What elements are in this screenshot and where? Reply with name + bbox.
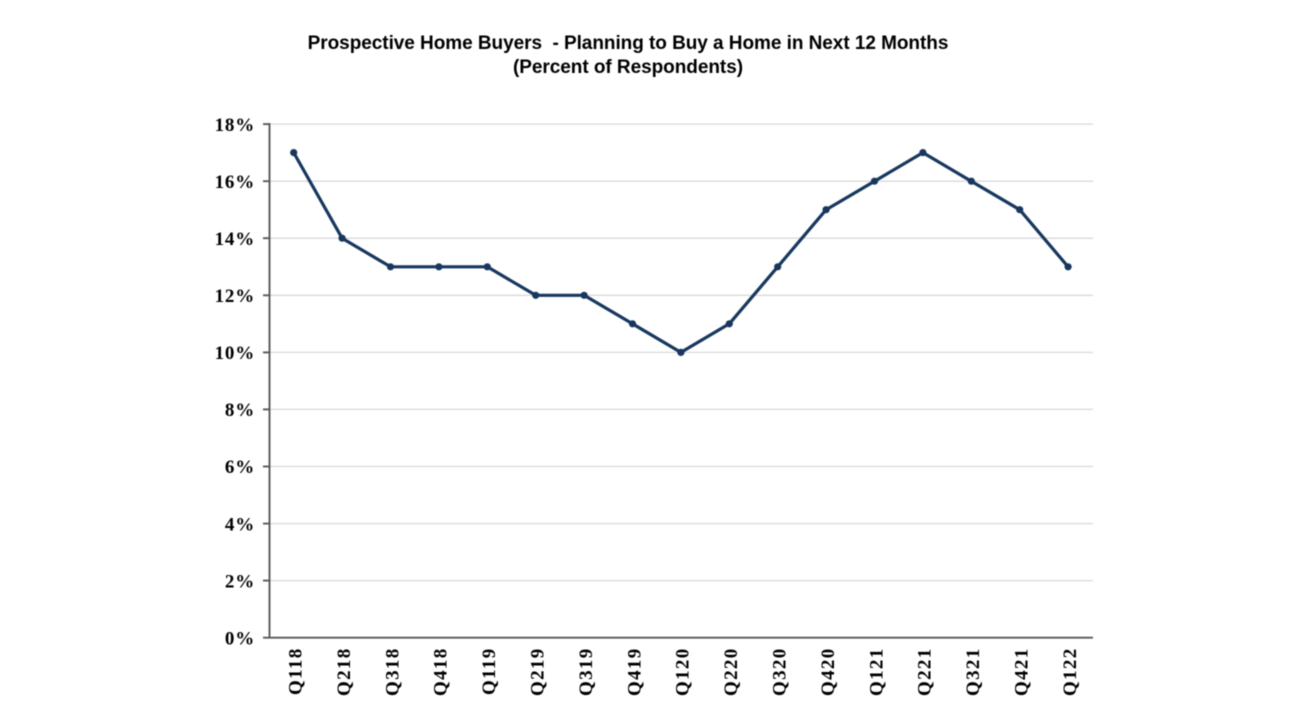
svg-text:Q320: Q320 (770, 648, 791, 696)
svg-text:Q120: Q120 (673, 648, 694, 696)
svg-text:Q419: Q419 (624, 648, 645, 696)
svg-text:16%: 16% (215, 172, 255, 193)
svg-text:Q118: Q118 (286, 648, 307, 695)
svg-text:Q418: Q418 (431, 648, 452, 696)
svg-text:4%: 4% (225, 514, 255, 535)
svg-text:8%: 8% (225, 400, 255, 421)
svg-text:Q420: Q420 (818, 648, 839, 696)
svg-text:Prospective Home Buyers - Pla: Prospective Home Buyers - Planning to Bu… (308, 33, 949, 54)
svg-text:Q122: Q122 (1060, 648, 1081, 696)
svg-text:14%: 14% (215, 229, 255, 250)
svg-text:2%: 2% (225, 571, 255, 592)
svg-text:Q119: Q119 (479, 648, 500, 695)
svg-text:10%: 10% (215, 343, 255, 364)
svg-text:Q221: Q221 (915, 648, 936, 696)
svg-text:6%: 6% (225, 457, 255, 478)
svg-text:Q318: Q318 (382, 648, 403, 696)
svg-text:Q121: Q121 (866, 648, 887, 696)
svg-text:Q219: Q219 (528, 648, 549, 696)
svg-text:Q220: Q220 (721, 648, 742, 696)
svg-text:Q421: Q421 (1012, 648, 1033, 696)
svg-text:Q319: Q319 (576, 648, 597, 696)
svg-text:0%: 0% (225, 628, 255, 649)
svg-text:Q218: Q218 (334, 648, 355, 696)
svg-text:(Percent of Respondents): (Percent of Respondents) (513, 57, 743, 78)
svg-text:18%: 18% (215, 115, 255, 136)
svg-text:12%: 12% (215, 286, 255, 307)
svg-text:Q321: Q321 (963, 648, 984, 696)
